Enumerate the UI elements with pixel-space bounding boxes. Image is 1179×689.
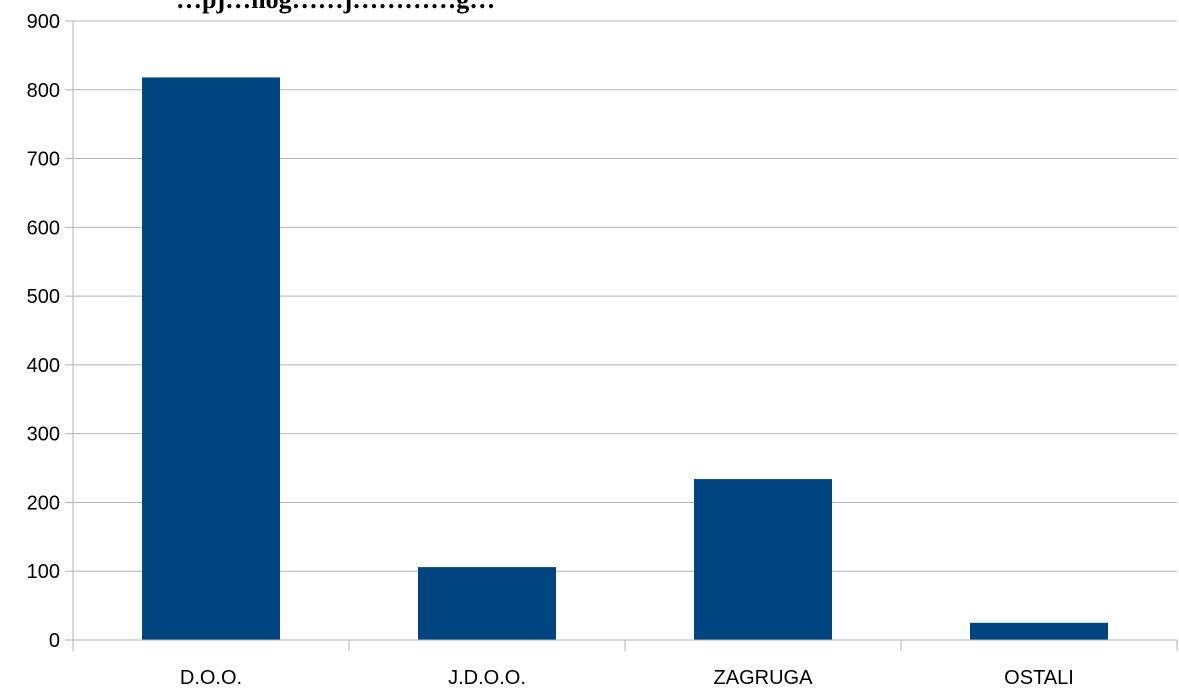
x-tick-label: D.O.O.	[180, 667, 242, 689]
y-tick-label: 400	[27, 355, 60, 377]
x-tick-labels: D.O.O. J.D.O.O. ZAGRUGA OSTALI	[180, 667, 1074, 689]
y-tick-label: 200	[27, 492, 60, 514]
y-tick-label: 100	[27, 561, 60, 583]
axes	[72, 21, 1178, 651]
y-tick-label: 600	[27, 217, 60, 239]
y-tick-label: 300	[27, 424, 60, 446]
y-tick-label: 900	[27, 11, 60, 33]
y-tick-label: 500	[27, 286, 60, 308]
x-tick-label: ZAGRUGA	[714, 667, 814, 689]
y-tick-labels: 0 100 200 300 400 500 600 700 800 900	[27, 11, 60, 652]
bar-ostali	[970, 622, 1108, 640]
y-tick-label: 700	[27, 149, 60, 171]
y-tick-label: 800	[27, 80, 60, 102]
bar-j-d-o-o	[418, 567, 556, 640]
y-tick-label: 0	[49, 630, 60, 652]
x-tick-label: J.D.O.O.	[448, 667, 526, 689]
x-tick-label: OSTALI	[1004, 667, 1074, 689]
bars	[142, 77, 1108, 641]
bar-zagruga	[694, 479, 832, 640]
bar-d-o-o	[142, 77, 280, 641]
chart-title: …pj…nog……j…………g…	[176, 0, 495, 14]
